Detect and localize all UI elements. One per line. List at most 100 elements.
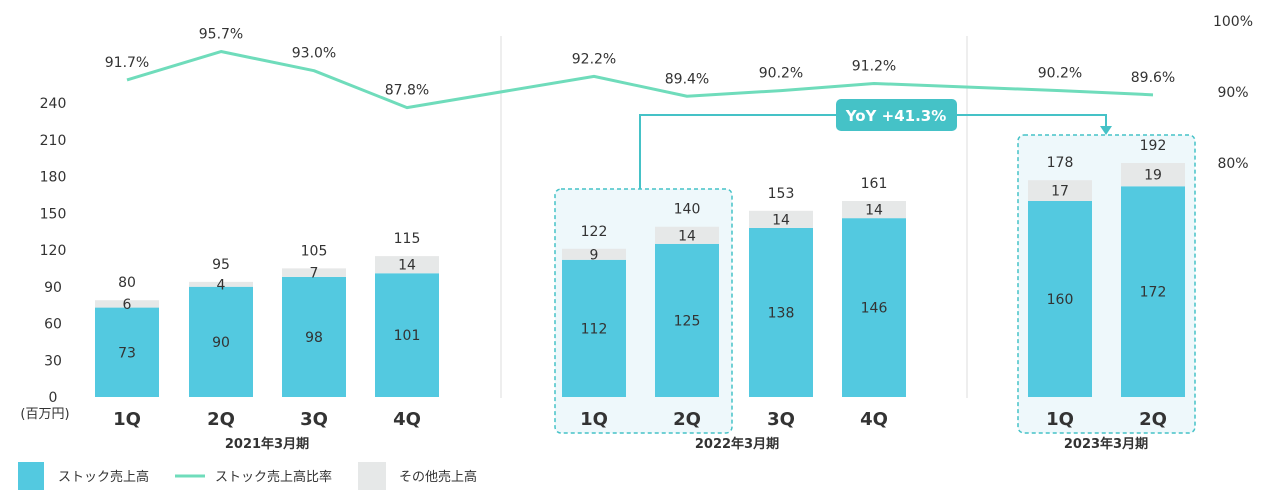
fiscal-year-label: 2021年3月期 (225, 436, 309, 452)
other-value-label: 19 (1144, 168, 1162, 184)
legend-label-stock: ストック売上高 (58, 469, 149, 485)
stock-value-label: 101 (394, 328, 421, 344)
stock-revenue-bar (375, 273, 439, 397)
other-revenue-bar (655, 226, 719, 244)
y-axis-unit-label: (百万円) (20, 407, 69, 422)
legend-swatch-other (358, 462, 386, 490)
ratio-value-label: 95.7% (199, 27, 243, 43)
stock-value-label: 112 (581, 321, 608, 337)
labels-layer: YoY +41.3% 0 30 60 90 120 150 180 210 240 (百万円) 80%… (18, 14, 1253, 490)
other-value-label: 14 (865, 203, 883, 219)
total-value-label: 122 (581, 224, 608, 240)
stock-ratio-line (126, 50, 1154, 110)
stock-revenue-bar (95, 307, 159, 397)
y-tick-label: 240 (40, 96, 67, 112)
right-axis-tick-label: 80% (1217, 156, 1248, 172)
legend-label-ratio: ストック売上高比率 (215, 469, 332, 485)
fiscal-year-label: 2023年3月期 (1064, 436, 1148, 452)
quarter-label: 2Q (1139, 409, 1167, 430)
y-tick-label: 0 (49, 390, 58, 406)
other-value-label: 4 (217, 277, 226, 293)
quarter-label: 4Q (393, 409, 421, 430)
stock-revenue-bar (1028, 201, 1092, 397)
ratio-value-label: 90.2% (759, 66, 803, 82)
total-value-label: 140 (674, 202, 701, 218)
ratio-value-label: 91.7% (105, 55, 149, 71)
quarter-label: 1Q (1046, 409, 1074, 430)
quarter-label: 2Q (673, 409, 701, 430)
total-value-label: 95 (212, 257, 230, 273)
total-value-label: 192 (1140, 138, 1167, 154)
y-tick-label: 150 (40, 206, 67, 222)
other-value-label: 14 (398, 258, 416, 274)
stock-revenue-bar (282, 276, 346, 397)
ratio-line-layer (126, 50, 1154, 110)
other-revenue-bar (749, 210, 813, 228)
y-tick-label: 90 (44, 280, 62, 296)
stock-revenue-bar (189, 286, 253, 397)
right-axis-tick-label: 90% (1217, 85, 1248, 101)
quarter-label: 3Q (767, 409, 795, 430)
stock-value-label: 90 (212, 335, 230, 351)
yoy-badge (836, 99, 957, 131)
other-revenue-bar (189, 281, 253, 287)
ratio-value-label: 89.6% (1131, 70, 1175, 86)
other-value-label: 6 (123, 297, 132, 313)
other-value-label: 7 (310, 266, 319, 282)
other-revenue-bar (562, 248, 626, 260)
other-value-label: 17 (1051, 184, 1069, 200)
legend-label-other: その他売上高 (399, 469, 477, 485)
total-value-label: 80 (118, 275, 136, 291)
stock-value-label: 172 (1140, 285, 1167, 301)
ratio-value-label: 93.0% (292, 46, 336, 62)
stock-value-label: 125 (674, 313, 701, 329)
stock-revenue-bar (842, 218, 906, 397)
other-value-label: 9 (590, 247, 599, 263)
other-revenue-bar (95, 300, 159, 308)
quarter-label: 4Q (860, 409, 888, 430)
bars-layer (95, 163, 1185, 397)
quarter-label: 1Q (113, 409, 141, 430)
quarter-label: 2Q (207, 409, 235, 430)
quarter-label: 3Q (300, 409, 328, 430)
fiscal-year-label: 2022年3月期 (695, 436, 779, 452)
total-value-label: 178 (1047, 155, 1074, 171)
total-value-label: 153 (768, 186, 795, 202)
stock-value-label: 73 (118, 345, 136, 361)
stock-revenue-bar (749, 227, 813, 397)
stock-value-label: 160 (1047, 292, 1074, 308)
y-tick-label: 210 (40, 133, 67, 149)
stock-value-label: 138 (768, 305, 795, 321)
legend: ストック売上高 ストック売上高比率 その他売上高 (18, 462, 477, 490)
stock-revenue-bar (562, 259, 626, 397)
y-tick-label: 30 (44, 353, 62, 369)
total-value-label: 161 (861, 176, 888, 192)
stock-revenue-bar (1121, 186, 1185, 397)
total-value-label: 105 (301, 243, 328, 259)
yoy-annotation: YoY +41.3% (845, 107, 946, 125)
ratio-value-label: 92.2% (572, 51, 616, 67)
other-revenue-bar (1028, 180, 1092, 201)
ratio-value-label: 91.2% (852, 58, 896, 74)
other-revenue-bar (1121, 163, 1185, 187)
y-tick-label: 180 (40, 170, 67, 186)
yoy-arrow-head (1100, 126, 1112, 135)
ratio-value-label: 87.8% (385, 83, 429, 99)
stock-value-label: 98 (305, 330, 323, 346)
ratio-value-label: 90.2% (1038, 66, 1082, 82)
y-tick-label: 120 (40, 243, 67, 259)
other-revenue-bar (375, 256, 439, 274)
stock-value-label: 146 (861, 301, 888, 317)
ratio-value-label: 89.4% (665, 71, 709, 87)
right-axis-tick-label: 100% (1213, 14, 1253, 30)
total-value-label: 115 (394, 231, 421, 247)
other-revenue-bar (842, 201, 906, 219)
quarter-label: 1Q (580, 409, 608, 430)
other-revenue-bar (282, 268, 346, 277)
other-value-label: 14 (678, 228, 696, 244)
other-value-label: 14 (772, 212, 790, 228)
stock-revenue-bar (655, 243, 719, 397)
y-tick-label: 60 (44, 317, 62, 333)
legend-swatch-stock (18, 462, 44, 490)
